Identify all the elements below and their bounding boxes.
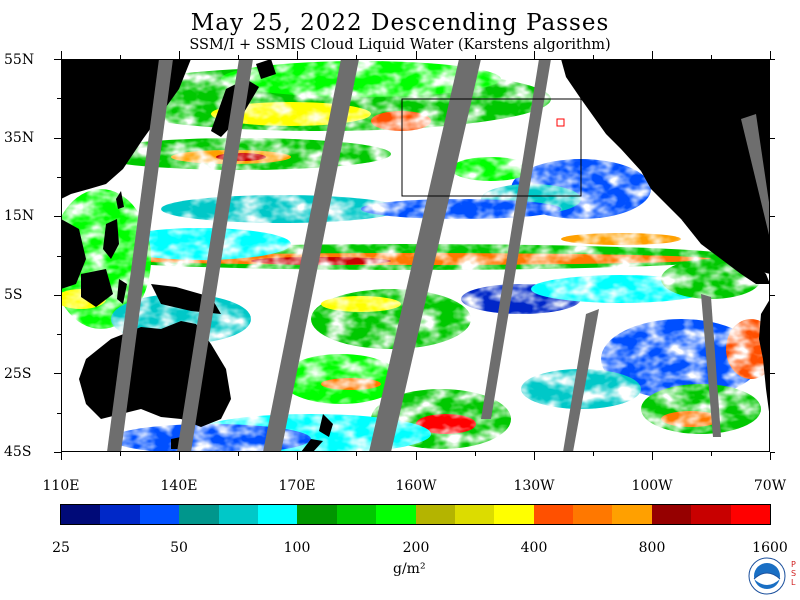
axis-tick <box>534 452 535 460</box>
axis-tick <box>593 55 594 59</box>
axis-tick <box>770 452 771 460</box>
axis-tick <box>179 452 180 460</box>
lat-label-45s: 45S <box>4 444 32 460</box>
axis-tick <box>54 452 61 453</box>
axis-tick <box>711 55 712 59</box>
lon-label-130w: 130W <box>513 478 555 494</box>
map-title: May 25, 2022 Descending Passes <box>190 10 610 36</box>
axis-tick <box>416 51 417 59</box>
noaa-logo-icon <box>748 557 786 595</box>
colorbar-swatch <box>218 505 258 524</box>
axis-tick <box>54 295 61 296</box>
axis-tick <box>356 55 357 59</box>
axis-tick <box>770 373 775 374</box>
axis-tick <box>356 452 357 456</box>
axis-tick <box>652 51 653 59</box>
lon-label-100w: 100W <box>631 478 673 494</box>
colorbar-label-25: 25 <box>52 540 70 556</box>
axis-tick <box>238 452 239 456</box>
colorbar-unit: g/m² <box>393 561 426 577</box>
axis-tick <box>57 413 61 414</box>
colorbar-swatch <box>139 505 180 524</box>
axis-tick <box>61 452 62 460</box>
colorbar-swatch <box>179 505 219 524</box>
axis-tick <box>54 373 61 374</box>
lon-label-170e: 170E <box>278 478 316 494</box>
colorbar-swatch <box>533 505 574 524</box>
axis-tick <box>61 51 62 59</box>
colorbar-swatch <box>454 505 495 524</box>
axis-tick <box>54 138 61 139</box>
lat-label-15n: 15N <box>4 208 35 224</box>
lon-label-70w: 70W <box>753 478 787 494</box>
colorbar-swatch <box>730 505 771 524</box>
colorbar-swatch <box>612 505 652 524</box>
station-marker <box>556 118 565 127</box>
axis-tick <box>120 55 121 59</box>
colorbar-swatch <box>651 505 692 524</box>
axis-tick <box>297 51 298 59</box>
lon-label-140e: 140E <box>160 478 198 494</box>
axis-tick <box>770 216 775 217</box>
colorbar-label-50: 50 <box>170 540 188 556</box>
colorbar-swatch <box>336 505 377 524</box>
colorbar-swatch <box>257 505 298 524</box>
axis-tick <box>534 51 535 59</box>
axis-tick <box>770 51 771 59</box>
colorbar-swatch <box>573 505 613 524</box>
colorbar-swatch <box>376 505 416 524</box>
axis-tick <box>475 452 476 456</box>
colorbar-swatch <box>415 505 455 524</box>
map-subtitle: SSM/I + SSMIS Cloud Liquid Water (Karste… <box>189 37 611 53</box>
colorbar <box>60 504 771 525</box>
lat-label-35n: 35N <box>4 130 35 146</box>
axis-tick <box>297 452 298 460</box>
axis-tick <box>770 59 775 60</box>
colorbar-label-800: 800 <box>638 540 666 556</box>
lat-label-25s: 25S <box>4 366 32 382</box>
axis-tick <box>416 452 417 460</box>
land-masses <box>61 59 770 452</box>
lon-label-160w: 160W <box>395 478 437 494</box>
colorbar-label-200: 200 <box>402 540 430 556</box>
colorbar-label-100: 100 <box>283 540 311 556</box>
axis-tick <box>475 55 476 59</box>
axis-tick <box>54 59 61 60</box>
colorbar-label-400: 400 <box>520 540 548 556</box>
cloud-water-field <box>61 61 770 452</box>
axis-tick <box>120 452 121 456</box>
axis-tick <box>57 177 61 178</box>
axis-tick <box>179 51 180 59</box>
colorbar-swatch <box>100 505 140 524</box>
region-box <box>401 98 582 197</box>
axis-tick <box>711 452 712 456</box>
axis-tick <box>57 98 61 99</box>
axis-tick <box>770 452 775 453</box>
axis-tick <box>770 138 775 139</box>
lat-label-5s: 5S <box>4 287 23 303</box>
map-svg <box>61 59 770 452</box>
axis-tick <box>593 452 594 456</box>
colorbar-swatch <box>61 505 101 524</box>
axis-tick <box>770 295 775 296</box>
axis-tick <box>652 452 653 460</box>
axis-tick <box>238 55 239 59</box>
colorbar-label-1600: 1600 <box>752 540 788 556</box>
swath-gaps <box>107 59 770 452</box>
axis-tick <box>54 216 61 217</box>
map-area <box>61 59 770 452</box>
axis-tick <box>57 334 61 335</box>
colorbar-swatch <box>297 505 337 524</box>
axis-tick <box>57 256 61 257</box>
lat-label-55n: 55N <box>4 52 35 68</box>
colorbar-swatch <box>494 505 534 524</box>
colorbar-swatch <box>691 505 731 524</box>
lon-label-110e: 110E <box>42 478 80 494</box>
